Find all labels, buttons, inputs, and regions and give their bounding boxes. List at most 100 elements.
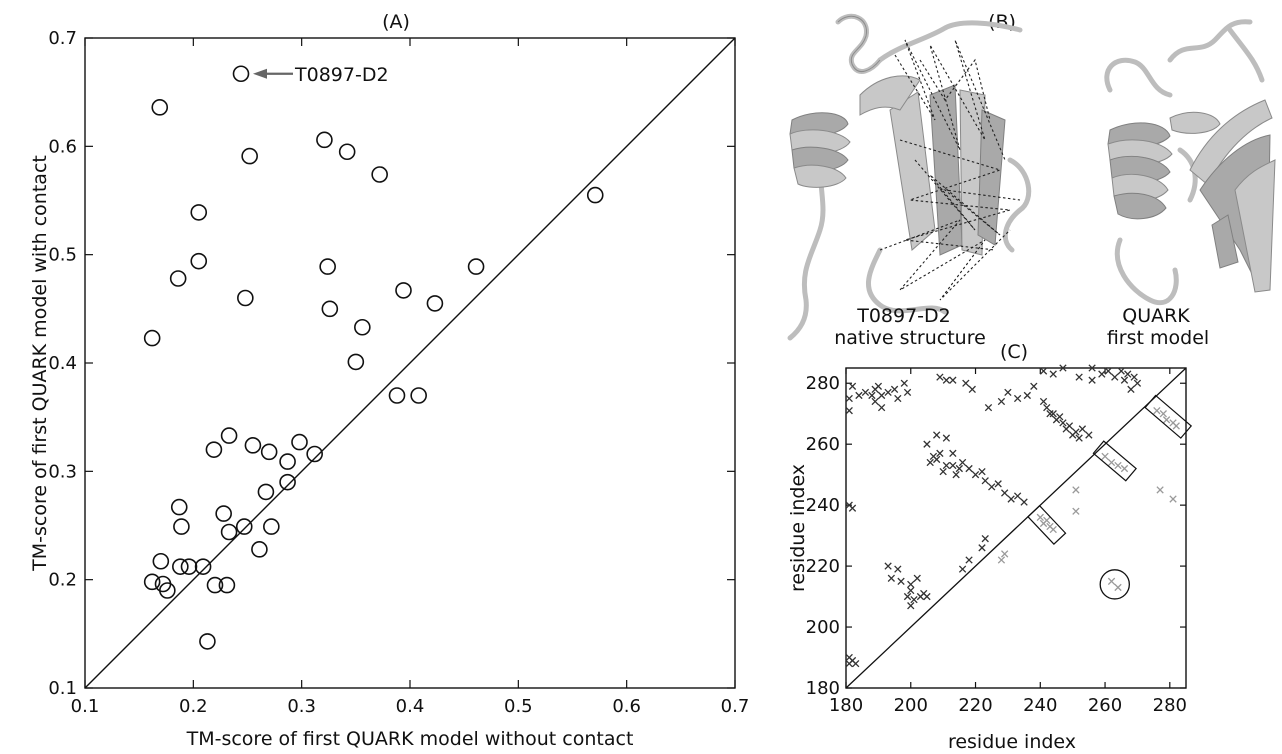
panel-c-contact-mark-dark bbox=[848, 504, 857, 512]
panel-c-contact-mark-dark bbox=[913, 574, 921, 582]
panel-c-contact-mark-light bbox=[1072, 507, 1080, 515]
panel-c-y-tick-label: 200 bbox=[806, 617, 840, 638]
panel-a-data-point bbox=[244, 437, 262, 454]
panel-c-contact-mark-dark bbox=[845, 407, 853, 415]
panel-c-contact-mark-dark bbox=[910, 595, 918, 604]
panel-a-data-point bbox=[232, 65, 250, 83]
annotation-label: T0897-D2 bbox=[294, 64, 389, 86]
panel-c-contact-mark-dark bbox=[958, 458, 967, 467]
panel-c-contact-mark-dark bbox=[1013, 492, 1022, 500]
panel-c-contact-mark-dark bbox=[1013, 394, 1022, 403]
panel-c-contact-mark-dark bbox=[1020, 498, 1028, 506]
model-caption-line-1: QUARK bbox=[1122, 305, 1190, 327]
panel-c-contact-mark-dark bbox=[923, 440, 931, 448]
panel-c-contact-mark-dark bbox=[942, 376, 951, 384]
panel-a-data-point bbox=[143, 329, 161, 347]
panel-c-contact-mark-dark bbox=[1039, 367, 1048, 375]
panel-c-contact-mark-dark bbox=[1039, 397, 1048, 406]
panel-a-diagonal-line bbox=[84, 37, 736, 689]
panel-a-data-point bbox=[190, 204, 208, 221]
panel-c-contact-mark-dark bbox=[887, 574, 895, 582]
panel-c-contact-mark-dark bbox=[907, 580, 915, 589]
panel-c-contact-marks bbox=[845, 364, 1180, 668]
panel-c-contact-mark-dark bbox=[868, 391, 876, 400]
panel-c-contact-mark-dark bbox=[852, 659, 860, 668]
panel-c-y-tick-label: 240 bbox=[806, 495, 840, 516]
panel-c-contact-mark-dark bbox=[984, 403, 993, 412]
panel-c-contact-mark-light bbox=[1172, 422, 1180, 430]
panel-c-contact-mark-dark bbox=[877, 391, 886, 400]
panel-c-contact-mark-dark bbox=[848, 382, 857, 390]
panel-c-diagonal-line bbox=[845, 367, 1187, 689]
panel-c-contact-mark-dark bbox=[926, 458, 934, 467]
model-coil-top-right bbox=[1227, 27, 1265, 83]
panel-c-contact-mark-light bbox=[997, 556, 1006, 564]
panel-a-data-point bbox=[220, 427, 238, 444]
panel-a-x-tick-label: 0.2 bbox=[179, 696, 208, 717]
panel-a-data-point bbox=[180, 558, 198, 575]
panel-c-contact-mark-dark bbox=[968, 385, 976, 393]
panel-a-data-point bbox=[586, 186, 604, 204]
panel-c-contact-mark-dark bbox=[965, 464, 973, 473]
panel-a-data-point bbox=[321, 300, 339, 318]
panel-c-contact-mark-light bbox=[1101, 452, 1109, 461]
panel-c-contact-mark-dark bbox=[1111, 373, 1119, 381]
panel-a-data-point bbox=[237, 289, 254, 307]
native-helix bbox=[789, 112, 851, 188]
panel-c-plot-frame bbox=[845, 367, 1187, 689]
panel-c-contact-mark-dark bbox=[971, 471, 980, 479]
panel-c-contact-mark-light bbox=[1036, 513, 1044, 521]
panel-a-data-point bbox=[291, 433, 308, 451]
panel-a-data-point bbox=[467, 258, 485, 275]
panel-c-highlight-circle bbox=[1099, 569, 1130, 600]
native-coil-upper bbox=[877, 20, 1023, 63]
panel-c-contact-mark-light bbox=[1120, 464, 1129, 473]
panel-a-y-tick-label: 0.2 bbox=[48, 570, 77, 591]
panel-c-contact-mark-dark bbox=[894, 394, 902, 403]
panel-c-contact-mark-dark bbox=[978, 467, 986, 476]
quark-model-image bbox=[1104, 19, 1276, 306]
panel-c-contact-mark-light bbox=[1114, 583, 1122, 592]
panel-c-contact-mark-dark bbox=[884, 562, 892, 570]
panel-c-contact-mark-dark bbox=[871, 397, 879, 406]
panel-c-contact-mark-dark bbox=[903, 388, 912, 397]
panel-a-y-tick-label: 0.6 bbox=[48, 136, 77, 157]
panel-a-data-point bbox=[306, 445, 323, 463]
model-helix bbox=[1107, 111, 1221, 220]
native-coil-right bbox=[1002, 157, 1032, 253]
panel-a-y-tick-label: 0.3 bbox=[48, 461, 77, 482]
panel-a-data-point bbox=[260, 443, 278, 461]
panel-c-contact-mark-dark bbox=[845, 659, 853, 668]
panel-a-annotation: T0897-D2 bbox=[253, 64, 389, 86]
panel-a-data-point bbox=[194, 558, 212, 575]
panel-a-data-point bbox=[316, 131, 333, 149]
panel-a-data-point bbox=[279, 473, 296, 491]
panel-c-contact-mark-dark bbox=[933, 455, 941, 464]
panel-a-y-axis-label: TM-score of first QUARK model with conta… bbox=[29, 155, 51, 572]
panel-c-contact-mark-dark bbox=[1075, 434, 1083, 442]
panel-c-contact-mark-dark bbox=[958, 565, 967, 573]
panel-a-data-point bbox=[279, 453, 296, 470]
panel-a-data-point bbox=[410, 387, 427, 404]
native-caption-line-1: T0897-D2 bbox=[856, 305, 951, 327]
panel-a-data-point bbox=[173, 518, 190, 535]
panel-a-data-point bbox=[263, 518, 280, 535]
panel-c-contact-mark-light bbox=[1162, 416, 1171, 424]
panel-a-data-point bbox=[220, 523, 238, 541]
panel-a-data-point bbox=[251, 541, 268, 558]
panel-a-data-point bbox=[388, 387, 406, 404]
panel-c-contact-mark-dark bbox=[1004, 388, 1012, 397]
panel-c-highlight-boxes bbox=[1027, 394, 1193, 600]
panel-a-x-tick-label: 0.7 bbox=[721, 696, 750, 717]
panel-a-data-point bbox=[170, 498, 188, 516]
panel-c-contact-mark-dark bbox=[988, 483, 996, 491]
panel-a-x-tick-label: 0.3 bbox=[287, 696, 316, 717]
panel-c-contact-mark-dark bbox=[1075, 373, 1083, 381]
panel-c-contact-mark-dark bbox=[1124, 370, 1132, 378]
model-coil-bottom-left bbox=[1114, 237, 1179, 306]
panel-a-data-point bbox=[151, 99, 169, 116]
panel-a-data-point bbox=[319, 258, 336, 275]
panel-c-contact-mark-dark bbox=[1049, 410, 1057, 418]
panel-a-data-point bbox=[172, 558, 189, 575]
